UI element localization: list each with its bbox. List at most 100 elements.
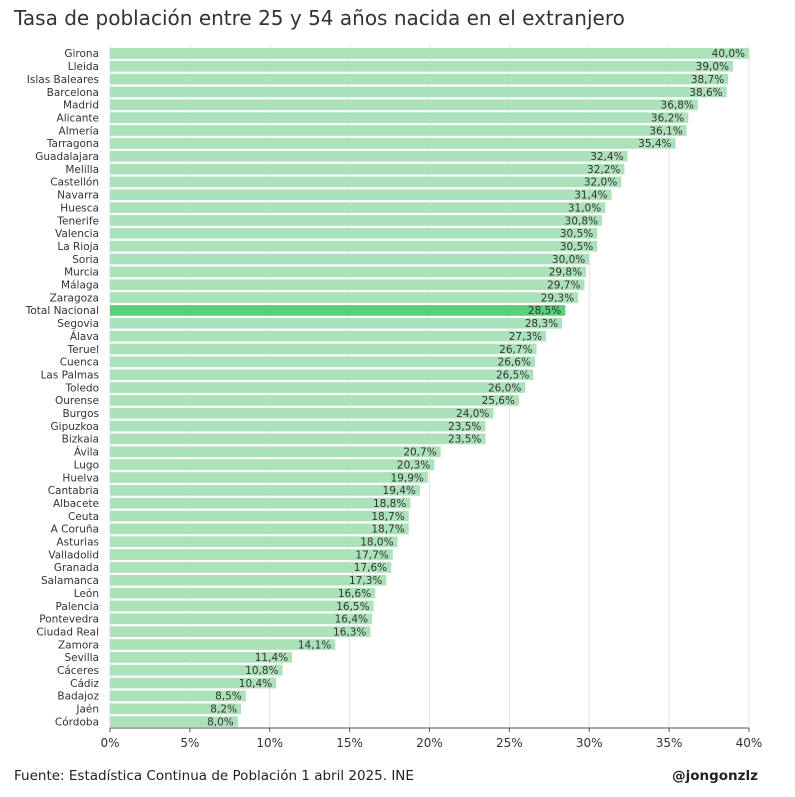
category-label: Palencia [56,601,99,613]
bar [110,420,486,432]
category-label: Melilla [65,164,99,176]
category-label: Navarra [57,190,99,202]
bar [110,356,535,368]
value-label: 26,6% [498,357,531,369]
value-label: 8,2% [210,704,237,716]
value-labels: 40,0%39,0%38,7%38,6%36,8%36,2%36,1%35,4%… [207,48,745,728]
category-label: Lugo [74,459,99,471]
bar [110,639,336,650]
bar [110,240,598,252]
bar [110,536,398,548]
bar [110,652,293,663]
author-handle: @jongonzlz [672,768,758,784]
bar [110,497,411,509]
value-label: 16,6% [338,588,371,600]
value-label: 32,2% [587,164,620,176]
value-label: 32,0% [584,177,617,189]
bar [110,125,687,136]
value-label: 14,1% [298,639,331,651]
category-label: Asturias [56,537,99,549]
category-label: Cuenca [60,357,99,369]
bar [110,587,376,599]
x-tick-label: 40% [736,736,763,750]
category-label: Alicante [57,112,99,124]
x-tick-label: 10% [256,736,283,750]
value-label: 18,7% [371,511,404,523]
bar [110,73,729,85]
category-label: Sevilla [64,652,99,664]
bar [110,292,579,303]
value-label: 26,7% [499,344,532,356]
category-label: Jaén [75,704,99,716]
category-label: Valencia [55,228,99,240]
value-label: 8,0% [207,716,234,728]
bar [110,330,547,342]
value-label: 36,1% [649,125,682,137]
x-tick-label: 25% [496,736,523,750]
value-label: 35,4% [638,138,671,150]
bar [110,716,238,727]
value-label: 26,0% [488,382,521,394]
value-label: 19,4% [383,485,416,497]
x-tick-label: 0% [100,736,119,750]
bar [110,459,435,470]
x-tick-label: 15% [336,736,363,750]
value-label: 28,3% [525,318,558,330]
value-label: 25,6% [482,395,515,407]
category-label: Segovia [57,318,99,330]
category-label: Álava [70,330,99,343]
category-label: Huesca [60,202,99,214]
value-label: 39,0% [696,61,729,73]
category-label: Ceuta [68,511,99,523]
value-label: 17,3% [349,575,382,587]
x-tick-label: 20% [416,736,443,750]
x-tick-label: 5% [180,736,199,750]
category-label: Burgos [62,408,99,420]
bar [110,279,585,291]
category-label: Cáceres [57,665,99,677]
bar [110,485,420,496]
bar [110,112,689,123]
bar [110,86,727,98]
category-label: Barcelona [47,87,99,99]
bar [110,60,734,72]
category-label: Las Palmas [41,369,99,381]
bar [110,382,526,393]
value-label: 38,7% [691,74,724,86]
value-label: 8,5% [215,691,242,703]
category-label: Toledo [64,382,99,394]
category-label: Castellón [50,177,99,189]
value-label: 30,5% [560,228,593,240]
value-label: 20,7% [403,447,436,459]
bar [110,99,698,111]
category-label: Albacete [53,498,99,510]
category-label: Ávila [74,446,99,459]
category-label: Ourense [55,395,99,407]
value-label: 17,7% [355,549,388,561]
bar [110,433,486,445]
category-label: Huelva [62,472,99,484]
value-label: 30,0% [552,254,585,266]
value-label: 29,3% [541,292,574,304]
bar [110,574,387,586]
value-label: 18,7% [371,524,404,536]
bar [110,215,603,226]
bar [110,317,563,329]
value-label: 16,4% [335,614,368,626]
bars [110,48,749,727]
category-label: Ciudad Real [36,626,99,638]
bar [110,626,371,637]
category-label: Zamora [58,639,99,651]
category-label: Almería [59,125,99,137]
value-label: 27,3% [509,331,542,343]
category-label: Teruel [67,344,99,356]
category-label: Pontevedra [39,614,99,626]
x-tick-label: 30% [576,736,603,750]
bar [110,163,625,175]
bar [110,690,246,702]
category-label: Guadalajara [35,151,99,163]
category-label: Lleida [68,61,99,73]
bar-highlight [110,305,566,316]
